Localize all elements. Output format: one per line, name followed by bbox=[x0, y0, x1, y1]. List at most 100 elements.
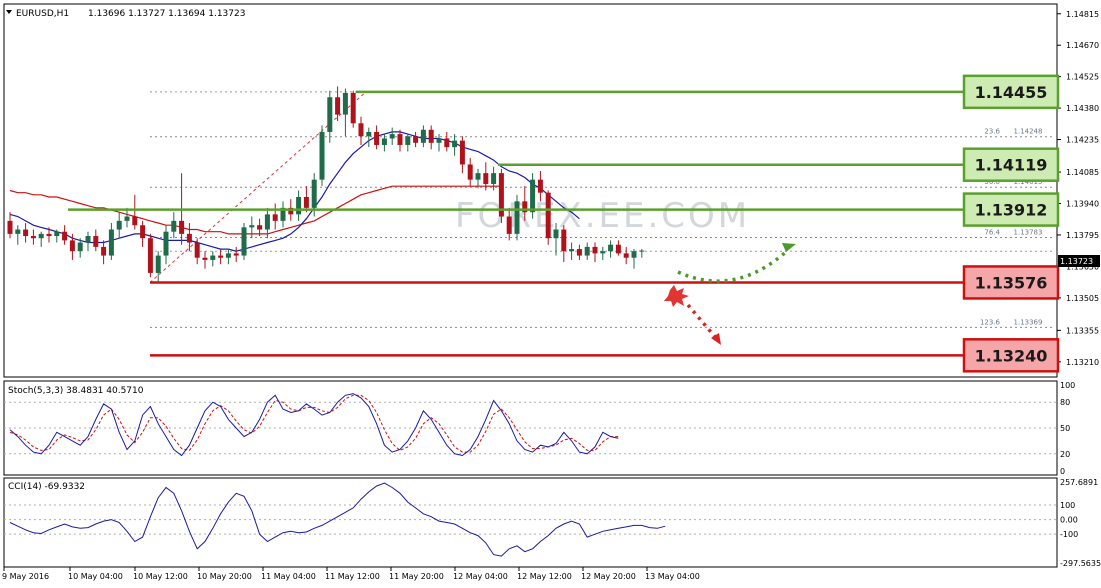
candle-body bbox=[233, 253, 239, 256]
candle-body bbox=[413, 136, 419, 143]
candle-body bbox=[257, 225, 263, 230]
price-tick-label: 1.13355 bbox=[1066, 326, 1099, 335]
time-tick-label: 9 May 2016 bbox=[2, 572, 49, 581]
candle-body bbox=[303, 197, 309, 208]
candle-body bbox=[506, 216, 512, 234]
candle-body bbox=[147, 238, 153, 273]
cci-indicator: 257.6891 100 0.00 -100 -297.5635 bbox=[4, 478, 1101, 568]
slow-ma-line bbox=[9, 185, 502, 235]
current-price-box bbox=[1058, 255, 1100, 267]
candle-body bbox=[569, 249, 575, 252]
candle-body bbox=[288, 207, 294, 215]
candle-body bbox=[405, 136, 411, 145]
time-axis: 9 May 2016 10 May 04:00 10 May 12:00 10 May… bbox=[2, 567, 700, 581]
support-level-box bbox=[962, 338, 1060, 373]
price-tick-label: 1.14670 bbox=[1066, 41, 1099, 50]
candle-body bbox=[389, 134, 395, 139]
candle-body bbox=[459, 140, 465, 165]
candle-body bbox=[54, 231, 60, 237]
candle-body bbox=[210, 255, 216, 260]
bearish-arrowhead-icon bbox=[711, 333, 721, 345]
stoch-main-line bbox=[9, 393, 619, 457]
candle-body bbox=[381, 138, 387, 145]
candle-body bbox=[69, 240, 75, 252]
candle-body bbox=[93, 236, 99, 247]
candle-body bbox=[38, 233, 44, 239]
resistance-level-box bbox=[962, 74, 1060, 110]
bullish-arrowhead-icon bbox=[782, 243, 796, 252]
time-tick-label: 11 May 20:00 bbox=[389, 572, 444, 581]
support-level-box bbox=[962, 265, 1060, 300]
stoch-label: Stoch(5,3,3) 38.4831 40.5710 bbox=[8, 386, 144, 396]
candle-body bbox=[77, 242, 83, 252]
candle-body bbox=[397, 134, 403, 145]
candle-body bbox=[522, 201, 528, 213]
cci-tick-label: -297.5635 bbox=[1060, 559, 1101, 568]
current-price-label: 1.13723 bbox=[1060, 257, 1093, 266]
time-tick-label: 10 May 20:00 bbox=[197, 572, 252, 581]
stoch-signal-line bbox=[9, 394, 619, 453]
candle-body bbox=[600, 251, 606, 254]
candle-body bbox=[491, 173, 497, 184]
candle-body bbox=[225, 253, 231, 258]
price-tick-label: 1.13505 bbox=[1066, 294, 1099, 303]
fib-level-value: 1.13783 bbox=[1014, 229, 1043, 237]
candle-body bbox=[615, 244, 621, 254]
candle-body bbox=[350, 92, 356, 124]
candle-body bbox=[608, 244, 614, 252]
time-tick-label: 11 May 04:00 bbox=[261, 572, 316, 581]
candle-body bbox=[366, 131, 372, 137]
stoch-tick-label: 20 bbox=[1060, 450, 1070, 459]
candle-body bbox=[7, 220, 13, 234]
candle-body bbox=[116, 220, 122, 230]
price-tick-label: 1.14085 bbox=[1066, 168, 1099, 177]
candle-body bbox=[30, 236, 36, 239]
candle-body bbox=[467, 164, 473, 180]
candle-body bbox=[108, 229, 114, 256]
resistance-level-label: 1.14119 bbox=[975, 156, 1048, 175]
candle-body bbox=[576, 249, 582, 256]
cci-panel[interactable] bbox=[3, 477, 1058, 568]
candle-body bbox=[241, 227, 247, 256]
stoch-tick-label: 80 bbox=[1060, 398, 1070, 407]
stoch-tick-label: 50 bbox=[1060, 424, 1070, 433]
bullish-scenario-arrow bbox=[677, 248, 790, 283]
time-tick-label: 11 May 12:00 bbox=[325, 572, 380, 581]
candle-body bbox=[132, 216, 138, 226]
candle-body bbox=[202, 257, 208, 260]
fast-ma-line bbox=[9, 131, 580, 252]
candle-body bbox=[272, 214, 278, 221]
cci-tick-label: 257.6891 bbox=[1060, 478, 1098, 487]
candle-body bbox=[561, 229, 567, 252]
price-tick-label: 1.13210 bbox=[1066, 358, 1099, 367]
candle-body bbox=[592, 246, 598, 254]
candle-body bbox=[179, 220, 185, 234]
moving-averages bbox=[9, 131, 580, 252]
candle-body bbox=[85, 236, 91, 243]
candle-body bbox=[280, 207, 286, 221]
fib-level-label: 123.6 bbox=[980, 318, 1001, 326]
cci-line bbox=[9, 482, 666, 557]
candle-body bbox=[498, 173, 504, 217]
resistance-level-label: 1.13912 bbox=[975, 201, 1048, 220]
fib-level-value: 1.14248 bbox=[1014, 128, 1043, 136]
candle-body bbox=[155, 255, 161, 273]
time-tick-label: 10 May 12:00 bbox=[133, 572, 188, 581]
price-tick-label: 1.13795 bbox=[1066, 231, 1099, 240]
candle-body bbox=[514, 201, 520, 234]
fib-level-value: 1.13369 bbox=[1014, 318, 1043, 326]
candlestick-series bbox=[7, 86, 645, 282]
cci-tick-label: 0.00 bbox=[1060, 516, 1078, 525]
price-axis: 1.14815 1.14670 1.14525 1.14380 1.14235 1.140… bbox=[1057, 10, 1099, 367]
candle-body bbox=[124, 216, 130, 221]
candle-body bbox=[335, 97, 341, 115]
candle-body bbox=[428, 129, 434, 143]
dropdown-triangle-icon[interactable] bbox=[6, 10, 12, 14]
support-level-label: 1.13240 bbox=[975, 346, 1048, 365]
candle-body bbox=[194, 242, 200, 258]
candle-body bbox=[249, 225, 255, 228]
candle-body bbox=[319, 131, 325, 180]
time-tick-label: 13 May 04:00 bbox=[645, 572, 700, 581]
candle-body bbox=[186, 233, 192, 243]
